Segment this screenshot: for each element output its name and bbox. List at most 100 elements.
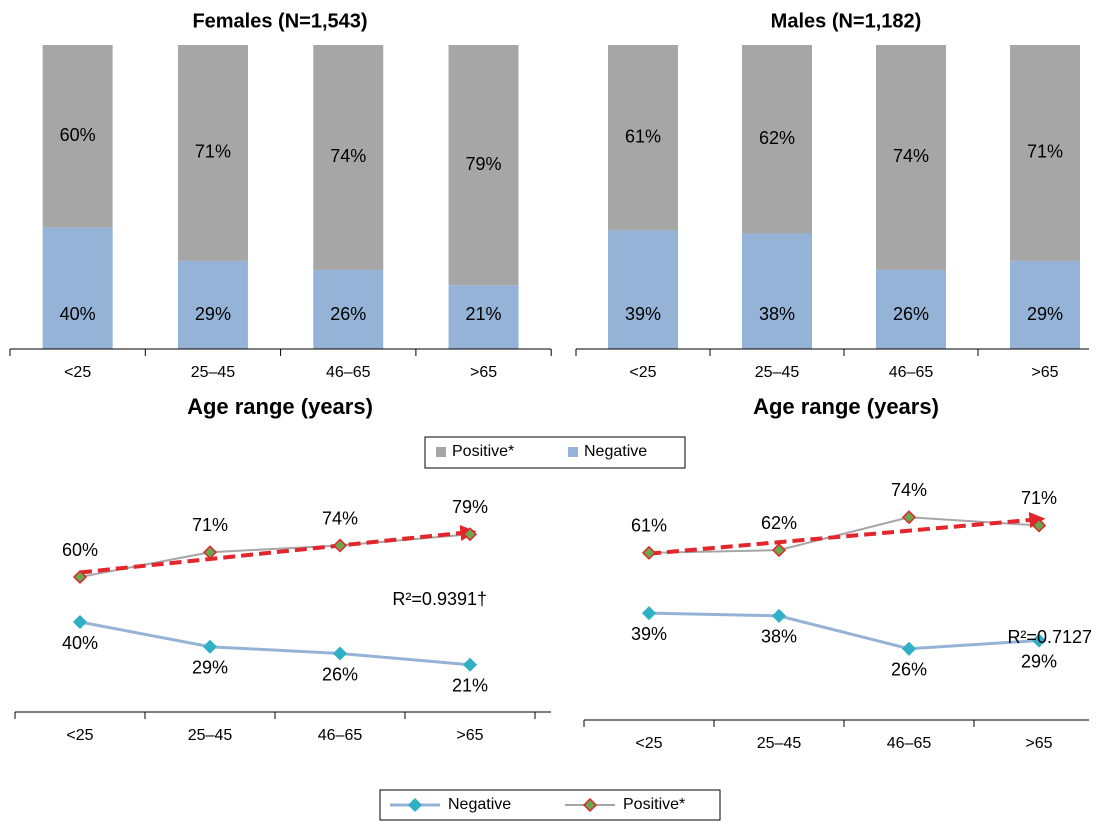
legend-label: Positive* bbox=[452, 443, 514, 460]
value-label: 60% bbox=[62, 540, 98, 560]
x-tick-label: 46–65 bbox=[326, 364, 371, 381]
marker bbox=[901, 641, 917, 656]
value-label: 40% bbox=[62, 633, 98, 653]
x-axis-title: Age range (years) bbox=[187, 394, 373, 419]
value-label: 74% bbox=[322, 508, 358, 528]
x-tick-label: 46–65 bbox=[887, 735, 932, 752]
value-label: 21% bbox=[466, 304, 502, 324]
legend-marker bbox=[407, 797, 423, 813]
value-label: 38% bbox=[761, 627, 797, 647]
bar-segment bbox=[177, 260, 248, 349]
x-tick-label: <25 bbox=[635, 735, 662, 752]
x-tick-label: 46–65 bbox=[889, 364, 934, 381]
legend-swatch bbox=[436, 447, 446, 457]
marker bbox=[72, 614, 88, 630]
x-tick-label: 25–45 bbox=[757, 735, 802, 752]
legend-label: Positive* bbox=[623, 796, 685, 813]
marker bbox=[901, 510, 917, 525]
x-tick-label: <25 bbox=[66, 727, 93, 744]
value-label: 26% bbox=[330, 304, 366, 324]
marker bbox=[202, 639, 218, 654]
x-tick-label: <25 bbox=[64, 364, 91, 381]
value-label: 62% bbox=[761, 513, 797, 533]
bar-segment bbox=[448, 45, 519, 286]
value-label: 79% bbox=[466, 154, 502, 174]
value-label: 71% bbox=[1021, 488, 1057, 508]
value-label: 60% bbox=[60, 125, 96, 145]
value-label: 29% bbox=[195, 304, 231, 324]
annotation: R²=0.7127 bbox=[1007, 627, 1092, 647]
value-label: 29% bbox=[1021, 651, 1057, 671]
marker bbox=[641, 545, 657, 560]
value-label: 21% bbox=[452, 676, 488, 696]
trend-line bbox=[79, 525, 477, 575]
value-label: 39% bbox=[625, 304, 661, 324]
legend-label: Negative bbox=[448, 796, 511, 813]
marker bbox=[332, 538, 348, 553]
marker bbox=[771, 608, 787, 623]
x-axis-title: Age range (years) bbox=[753, 394, 939, 419]
x-tick-label: 25–45 bbox=[188, 727, 233, 744]
bar-segment bbox=[313, 269, 384, 349]
bar-segment bbox=[1010, 45, 1080, 261]
x-tick-label: >65 bbox=[456, 727, 483, 744]
legend-marker bbox=[582, 797, 598, 813]
series-line bbox=[79, 620, 471, 667]
bar-segment bbox=[177, 45, 248, 261]
value-label: 38% bbox=[759, 304, 795, 324]
value-label: 74% bbox=[330, 146, 366, 166]
bar-legend-box bbox=[424, 436, 686, 469]
value-label: 74% bbox=[891, 480, 927, 500]
bar-segment bbox=[42, 227, 113, 349]
chart-title: Males (N=1,182) bbox=[771, 10, 922, 32]
value-label: 74% bbox=[893, 146, 929, 166]
value-label: 71% bbox=[195, 142, 231, 162]
series-line bbox=[648, 611, 1040, 651]
value-label: 40% bbox=[60, 304, 96, 324]
bar-segment bbox=[876, 269, 946, 349]
bar-segment bbox=[448, 285, 519, 349]
series-line bbox=[648, 516, 1040, 554]
x-tick-label: 25–45 bbox=[755, 364, 800, 381]
x-tick-label: <25 bbox=[629, 364, 656, 381]
x-tick-label: >65 bbox=[1031, 364, 1058, 381]
value-label: 29% bbox=[1027, 304, 1063, 324]
marker bbox=[1031, 633, 1047, 648]
bar-segment bbox=[42, 45, 113, 228]
value-label: 61% bbox=[625, 126, 661, 146]
marker bbox=[462, 657, 478, 672]
value-label: 71% bbox=[1027, 142, 1063, 162]
bar-segment bbox=[608, 45, 678, 231]
value-label: 29% bbox=[192, 658, 228, 678]
bar-segment bbox=[876, 45, 946, 270]
value-label: 39% bbox=[631, 624, 667, 644]
value-label: 26% bbox=[893, 304, 929, 324]
marker bbox=[202, 545, 218, 560]
trend-line bbox=[648, 512, 1046, 556]
value-label: 62% bbox=[759, 128, 795, 148]
x-tick-label: 25–45 bbox=[191, 364, 236, 381]
x-tick-label: >65 bbox=[1025, 735, 1052, 752]
value-label: 71% bbox=[192, 515, 228, 535]
bar-segment bbox=[608, 230, 678, 349]
marker bbox=[641, 606, 657, 621]
bar-segment bbox=[742, 233, 812, 349]
x-tick-label: 46–65 bbox=[318, 727, 363, 744]
legend-swatch bbox=[568, 447, 578, 457]
marker bbox=[1031, 518, 1047, 533]
legend-label: Negative bbox=[584, 443, 647, 460]
marker bbox=[332, 646, 348, 661]
annotation: R²=0.9391† bbox=[392, 589, 487, 609]
x-tick-label: >65 bbox=[470, 364, 497, 381]
bar-segment bbox=[313, 45, 384, 270]
bar-segment bbox=[742, 45, 812, 234]
marker bbox=[771, 543, 787, 558]
series-line bbox=[79, 533, 471, 578]
value-label: 61% bbox=[631, 516, 667, 536]
marker bbox=[72, 569, 88, 585]
value-label: 26% bbox=[322, 664, 358, 684]
value-label: 79% bbox=[452, 497, 488, 517]
bar-segment bbox=[1010, 260, 1080, 349]
chart-title: Females (N=1,543) bbox=[192, 10, 367, 32]
